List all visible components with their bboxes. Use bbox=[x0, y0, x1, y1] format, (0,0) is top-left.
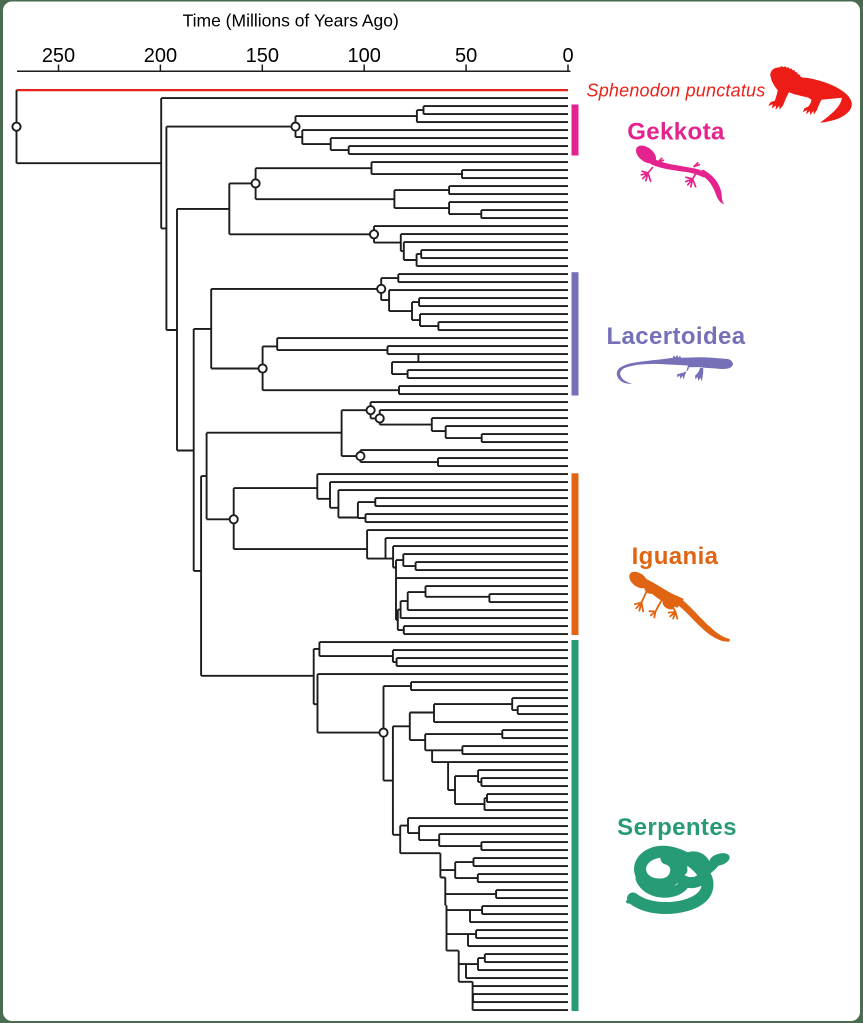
svg-text:Lacertoidea: Lacertoidea bbox=[606, 323, 745, 350]
svg-text:0: 0 bbox=[562, 45, 573, 67]
svg-text:150: 150 bbox=[246, 45, 279, 67]
svg-text:Gekkota: Gekkota bbox=[627, 119, 725, 146]
svg-text:200: 200 bbox=[144, 45, 177, 67]
svg-text:Serpentes: Serpentes bbox=[617, 814, 737, 841]
svg-text:Time (Millions of Years Ago): Time (Millions of Years Ago) bbox=[183, 11, 399, 31]
svg-text:250: 250 bbox=[42, 45, 75, 67]
svg-text:50: 50 bbox=[455, 45, 477, 67]
svg-text:Sphenodon punctatus: Sphenodon punctatus bbox=[587, 81, 766, 101]
svg-text:100: 100 bbox=[348, 45, 381, 67]
svg-text:Iguania: Iguania bbox=[632, 543, 719, 570]
